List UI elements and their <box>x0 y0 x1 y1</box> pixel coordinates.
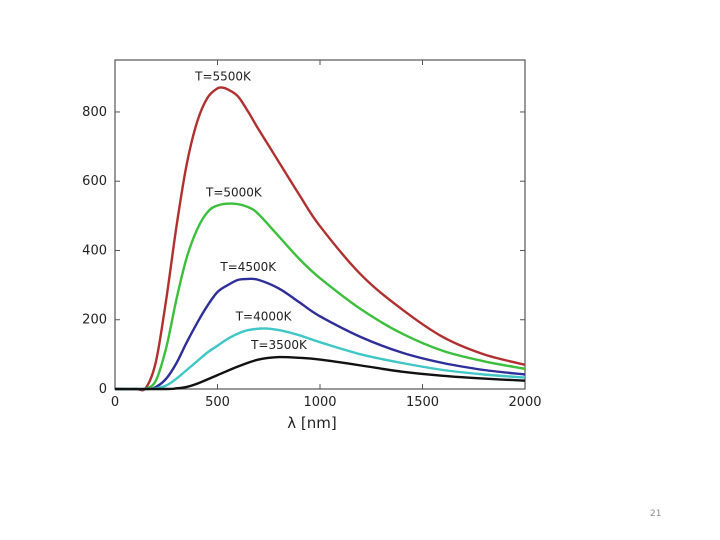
x-tick-label: 1000 <box>303 395 336 410</box>
x-tick-label: 0 <box>111 395 119 410</box>
series-line-t-4000k <box>114 327 526 391</box>
series-lines <box>114 86 526 392</box>
series-line-t-4500k <box>114 277 526 391</box>
series-line-t-3500k <box>114 355 526 391</box>
y-tick-label: 0 <box>99 382 107 397</box>
x-tick-label: 2000 <box>508 395 541 410</box>
series-label: T=4500K <box>219 260 277 274</box>
y-tick-label: 800 <box>82 105 107 120</box>
series-line-t-5500k <box>114 86 526 392</box>
x-tick-label: 500 <box>205 395 230 410</box>
y-tick-label: 600 <box>82 174 107 189</box>
series-labels: T=5500K T=5000K T=4500K T=4000K T=3500K <box>194 70 308 352</box>
y-tick-label: 400 <box>82 243 107 258</box>
series-label: T=4000K <box>235 309 293 323</box>
x-axis-title: λ [nm] <box>287 414 336 432</box>
page-number: 21 <box>650 509 662 519</box>
series-line-t-5000k <box>114 202 526 391</box>
series-label: T=5500K <box>194 70 252 84</box>
x-tick-label: 1500 <box>406 395 439 410</box>
series-label: T=5000K <box>205 186 263 200</box>
axis-ticks: 0 500 1000 1500 2000 0 200 400 600 800 <box>82 60 542 410</box>
y-tick-label: 200 <box>82 313 107 328</box>
series-label: T=3500K <box>250 338 308 352</box>
